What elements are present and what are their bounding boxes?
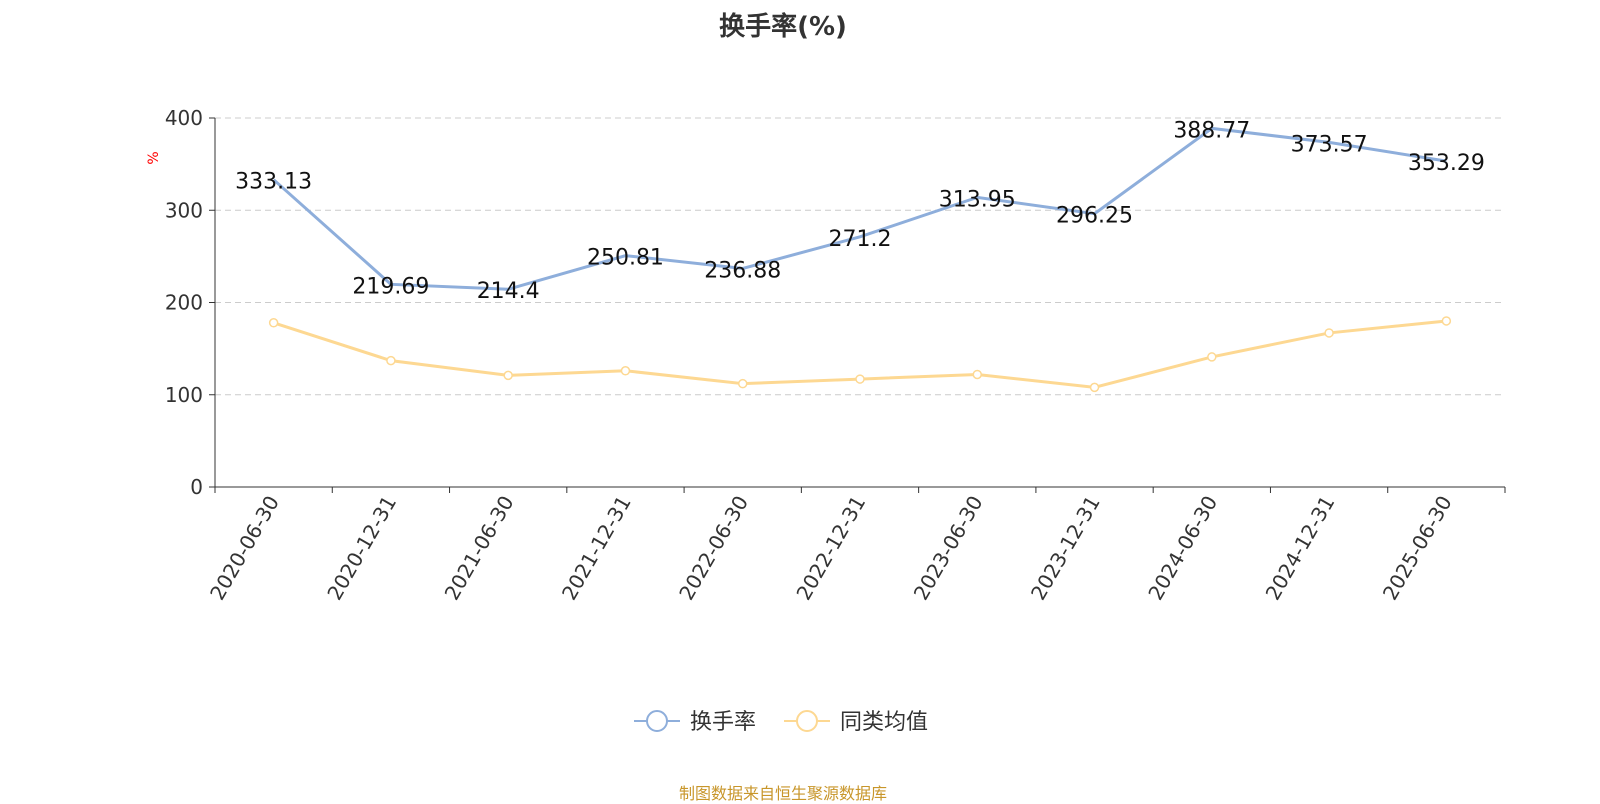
x-tick-label: 2020-12-31 [322,491,401,604]
data-point [855,374,865,384]
data-label: 388.77 [1173,118,1250,143]
data-source-note: 制图数据来自恒生聚源数据库 [678,784,887,803]
legend-marker-icon [646,710,668,732]
y-tick-label: 300 [165,198,203,222]
x-tick-label: 2023-12-31 [1026,492,1105,605]
legend-marker-icon [796,710,818,732]
x-tick-label: 2025-06-30 [1378,492,1457,605]
data-point [1089,382,1100,393]
data-label: 313.95 [939,187,1016,212]
data-label: 333.13 [235,170,312,195]
y-tick-label: 400 [165,106,203,130]
y-tick-label: 200 [165,291,203,315]
data-point [386,355,396,366]
data-label: 250.81 [587,246,664,271]
y-axis-label: % [146,151,162,164]
data-label: 296.25 [1056,204,1133,229]
data-label: 353.29 [1408,151,1485,176]
chart-title: 换手率(%) [719,12,847,42]
data-point [503,370,513,381]
series-line [272,126,1447,291]
data-label: 271.2 [829,227,892,252]
legend-label: 换手率 [690,710,756,735]
data-point [268,318,279,328]
data-point [1324,328,1334,338]
data-label: 219.69 [352,274,429,299]
x-tick-label: 2024-06-30 [1143,492,1222,605]
legend-label: 同类均值 [840,710,928,735]
x-tick-label: 2020-06-30 [205,492,284,605]
y-tick-label: 100 [165,383,203,407]
data-point [1441,316,1452,326]
data-point [1207,352,1217,362]
y-tick-label: 0 [190,475,203,499]
x-tick-label: 2021-12-31 [557,492,636,605]
x-tick-label: 2023-06-30 [909,492,988,605]
x-tick-label: 2024-12-31 [1261,492,1340,605]
data-point [972,369,983,380]
data-label: 373.57 [1291,132,1368,157]
data-point [620,366,631,376]
x-tick-label: 2022-12-31 [791,492,870,605]
x-tick-label: 2021-06-30 [440,492,519,605]
data-label: 236.88 [704,258,781,283]
x-tick-label: 2022-06-30 [674,492,753,605]
data-point [737,378,748,389]
data-label: 214.4 [477,279,540,304]
